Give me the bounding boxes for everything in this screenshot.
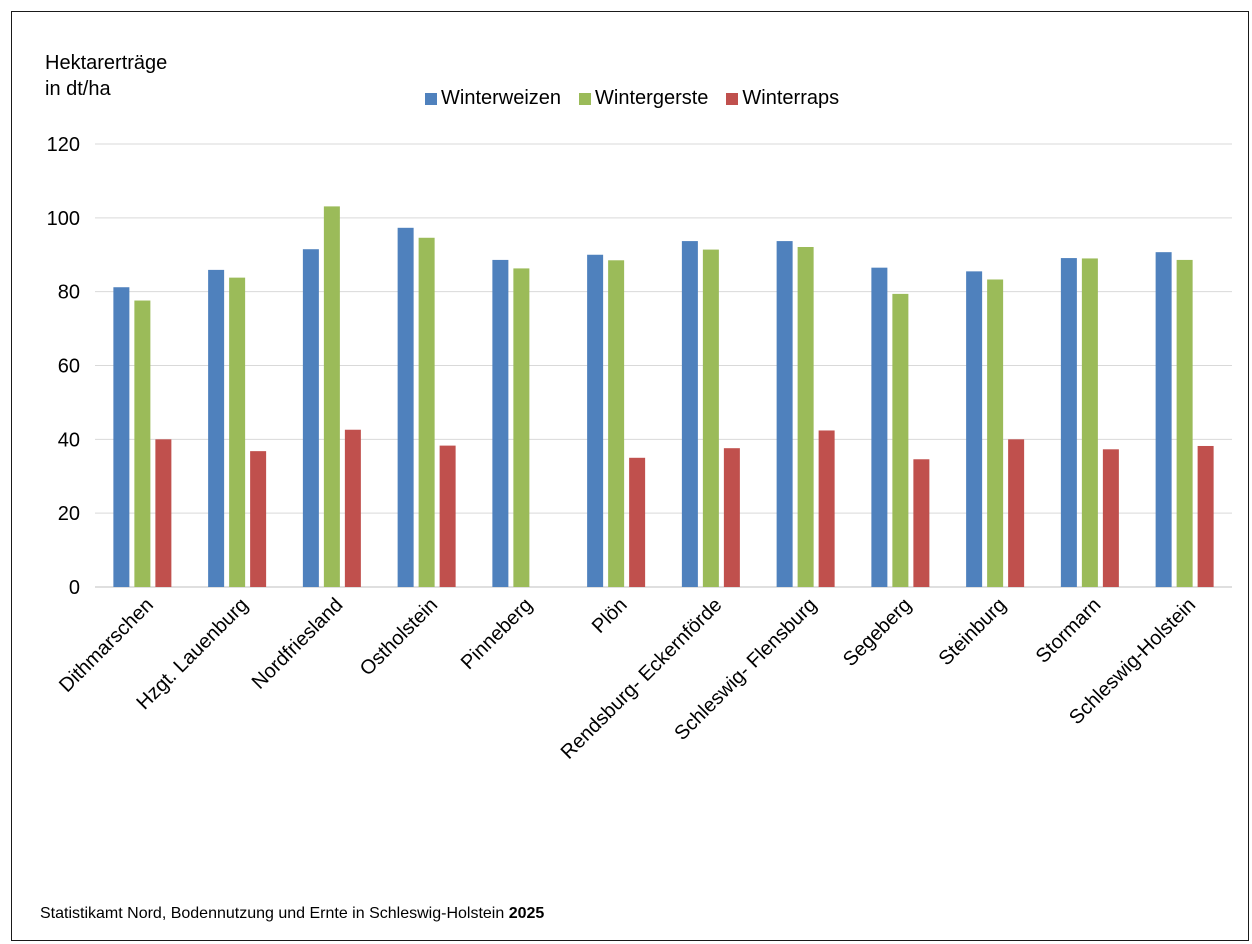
legend-label-winterweizen: Winterweizen [441,87,562,109]
bar-wintergerste [1176,259,1193,587]
bar-winterweizen [587,254,604,587]
y-tick-label: 80 [58,282,80,304]
bar-winterweizen [1060,258,1077,587]
x-category-label: Dithmarschen [55,594,158,697]
legend-item-wintergerste: Wintergerste [579,87,708,110]
bar-wintergerste [418,237,435,588]
bar-winterraps [1197,445,1214,587]
bar-wintergerste [323,206,340,587]
legend-item-winterraps: Winterraps [726,87,839,110]
y-tick-label: 60 [58,356,80,378]
y-tick-label: 40 [58,429,80,451]
bar-winterraps [818,430,835,587]
bar-winterweizen [681,241,698,588]
y-tick-label: 0 [69,577,80,599]
legend-label-winterraps: Winterraps [742,87,840,109]
bar-winterweizen [1155,252,1172,587]
bar-winterraps [250,451,267,587]
bar-wintergerste [797,246,814,587]
y-tick-label: 100 [47,208,80,230]
x-category-label: Steinburg [935,594,1011,670]
bar-winterraps [1102,449,1119,587]
gridlines [95,143,1232,588]
y-tick-label: 120 [47,134,80,156]
x-category-label: Segeberg [839,594,916,671]
bar-wintergerste [702,249,719,587]
bar-winterweizen [113,287,130,587]
x-category-label: Rendsburg- Eckernförde [557,594,727,764]
x-category-label: Pinneberg [457,594,537,674]
bars [113,206,1214,588]
bar-winterweizen [492,259,509,587]
bar-winterweizen [871,267,888,587]
bar-winterraps [155,439,172,587]
bar-winterweizen [302,249,319,587]
y-axis-label: Hektarerträge in dt/ha [45,50,167,102]
legend: Winterweizen Wintergerste Winterraps [425,87,857,110]
legend-label-wintergerste: Wintergerste [595,87,709,109]
y-tick-label: 20 [58,503,80,525]
bar-wintergerste [987,279,1004,587]
source-note: Statistikamt Nord, Bodennutzung und Ernt… [40,905,544,923]
bar-winterraps [439,445,456,587]
bar-winterweizen [397,227,414,587]
bar-winterraps [1008,439,1025,587]
x-category-label: Plön [588,594,632,638]
x-category-label: Stormarn [1032,594,1106,668]
x-category-label: Nordfriesland [248,594,348,694]
bar-wintergerste [892,293,909,587]
bar-winterraps [913,459,930,587]
bar-wintergerste [608,260,625,587]
bar-wintergerste [1081,258,1098,587]
bar-winterraps [344,429,361,587]
bar-winterraps [629,457,646,587]
bar-winterweizen [966,271,983,587]
bar-wintergerste [229,277,246,587]
bar-wintergerste [513,268,530,587]
x-category-label: Ostholstein [356,594,442,680]
y-axis-label-line-2: in dt/ha [45,78,111,100]
bar-winterraps [723,448,740,587]
source-text: Statistikamt Nord, Bodennutzung und Ernt… [40,905,505,922]
legend-swatch-winterweizen [425,92,437,105]
source-year: 2025 [508,905,545,922]
bar-winterweizen [776,241,793,588]
y-axis-label-line-1: Hektarerträge [45,52,168,74]
legend-swatch-wintergerste [579,92,592,105]
bar-winterweizen [208,269,225,587]
y-axis-ticks: 0 20 40 60 80 100 120 [47,134,80,599]
bar-wintergerste [134,300,151,587]
legend-swatch-winterraps [726,92,739,105]
legend-item-winterweizen: Winterweizen [425,87,561,110]
